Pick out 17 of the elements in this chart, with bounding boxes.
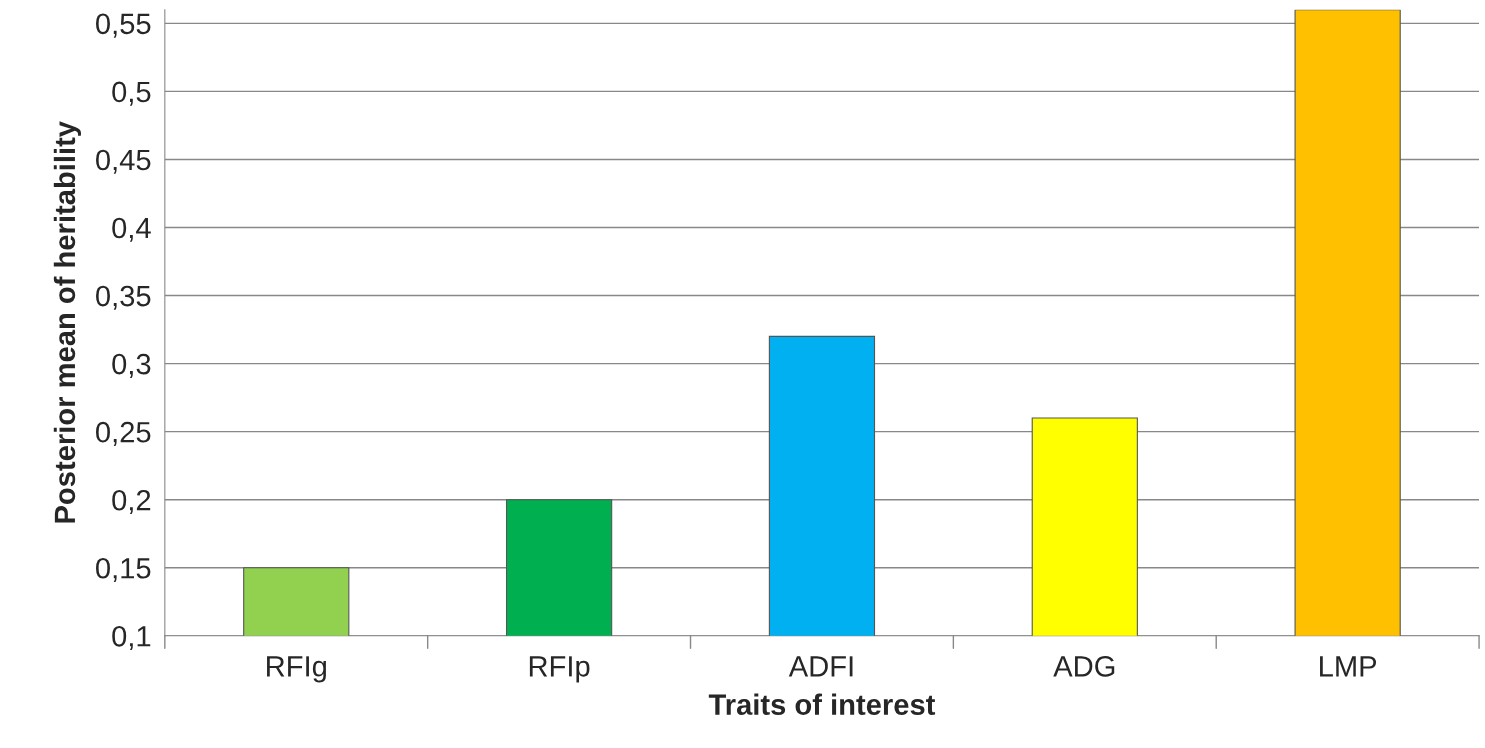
y-tick-label: 0,4	[112, 217, 151, 242]
y-tick-label: 0,15	[96, 557, 151, 583]
y-tick-label: 0,3	[112, 353, 151, 378]
y-tick-label: 0,1	[112, 626, 151, 651]
y-tick-label: 0,35	[96, 285, 151, 310]
y-tick-label: 0,55	[96, 13, 151, 38]
x-tick-label: RFIg	[267, 656, 326, 683]
y-tick-label: 0,45	[96, 149, 151, 174]
y-tick-label: 0,25	[96, 421, 151, 446]
x-tick-label: ADG	[1053, 656, 1115, 677]
x-tick-label: ADFI	[788, 656, 853, 677]
y-tick-label: 0,5	[112, 81, 151, 106]
y-axis-title: Posterior mean of heritability	[53, 121, 81, 523]
x-axis-title: Traits of interest	[708, 693, 936, 715]
x-tick-label: RFIp	[529, 656, 590, 683]
y-tick-label: 0,2	[112, 489, 151, 514]
x-tick-label: LMP	[1320, 656, 1377, 677]
